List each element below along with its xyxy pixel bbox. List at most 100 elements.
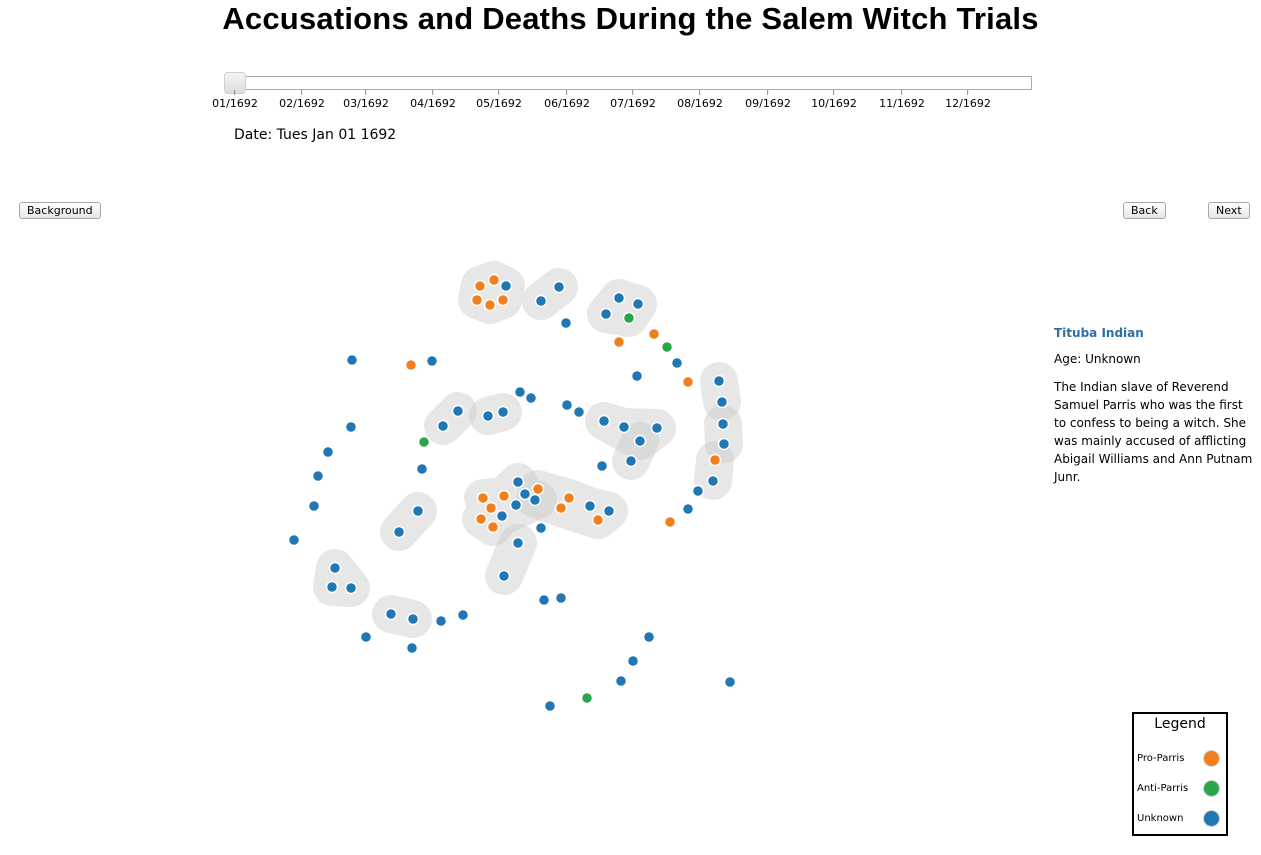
person-node[interactable] <box>325 580 339 594</box>
person-node[interactable] <box>417 435 431 449</box>
person-node[interactable] <box>405 641 419 655</box>
person-node[interactable] <box>562 491 576 505</box>
person-node[interactable] <box>345 353 359 367</box>
person-node[interactable] <box>307 499 321 513</box>
person-node[interactable] <box>708 453 722 467</box>
person-node[interactable] <box>497 489 511 503</box>
person-node[interactable] <box>681 375 695 389</box>
person-node[interactable] <box>481 409 495 423</box>
person-node[interactable] <box>633 434 647 448</box>
person-node[interactable] <box>691 484 705 498</box>
person-node[interactable] <box>321 445 335 459</box>
person-node[interactable] <box>595 459 609 473</box>
person-node[interactable] <box>715 395 729 409</box>
person-node[interactable] <box>415 462 429 476</box>
person-node[interactable] <box>591 513 605 527</box>
person-node[interactable] <box>647 327 661 341</box>
person-node[interactable] <box>411 504 425 518</box>
person-node[interactable] <box>663 515 677 529</box>
person-node[interactable] <box>723 675 737 689</box>
person-node[interactable] <box>554 501 568 515</box>
person-node[interactable] <box>534 521 548 535</box>
person-node[interactable] <box>531 482 545 496</box>
person-node[interactable] <box>456 608 470 622</box>
person-node[interactable] <box>384 607 398 621</box>
page-title: Accusations and Deaths During the Salem … <box>222 1 1039 36</box>
next-button[interactable]: Next <box>1208 202 1250 219</box>
person-node[interactable] <box>617 420 631 434</box>
person-node[interactable] <box>602 504 616 518</box>
person-node[interactable] <box>631 297 645 311</box>
person-node[interactable] <box>509 498 523 512</box>
person-node[interactable] <box>554 591 568 605</box>
person-node[interactable] <box>660 340 674 354</box>
slider-track[interactable] <box>224 76 1032 90</box>
person-node[interactable] <box>359 630 373 644</box>
legend-label: Pro-Parris <box>1137 753 1185 764</box>
person-node[interactable] <box>612 291 626 305</box>
person-node[interactable] <box>474 512 488 526</box>
person-node[interactable] <box>497 569 511 583</box>
timeline-slider[interactable]: 01/1692 02/1692 03/1692 04/1692 05/1692 … <box>200 70 1050 120</box>
person-node[interactable] <box>624 454 638 468</box>
person-node[interactable] <box>518 487 532 501</box>
person-node[interactable] <box>670 356 684 370</box>
person-node[interactable] <box>560 398 574 412</box>
person-node[interactable] <box>716 417 730 431</box>
person-node[interactable] <box>630 369 644 383</box>
person-node[interactable] <box>434 614 448 628</box>
person-node[interactable] <box>392 525 406 539</box>
person-node[interactable] <box>470 293 484 307</box>
person-node[interactable] <box>712 374 726 388</box>
person-node[interactable] <box>543 699 557 713</box>
person-node[interactable] <box>483 298 497 312</box>
person-node[interactable] <box>599 307 613 321</box>
person-node[interactable] <box>287 533 301 547</box>
person-node[interactable] <box>650 421 664 435</box>
person-node[interactable] <box>328 561 342 575</box>
person-node[interactable] <box>583 499 597 513</box>
person-node[interactable] <box>496 405 510 419</box>
person-node[interactable] <box>614 674 628 688</box>
person-node[interactable] <box>612 335 626 349</box>
person-node[interactable] <box>513 385 527 399</box>
person-node[interactable] <box>344 420 358 434</box>
person-node[interactable] <box>473 279 487 293</box>
person-node[interactable] <box>537 593 551 607</box>
person-node[interactable] <box>552 280 566 294</box>
person-node[interactable] <box>499 279 513 293</box>
person-node[interactable] <box>486 520 500 534</box>
person-node[interactable] <box>425 354 439 368</box>
person-node[interactable] <box>344 581 358 595</box>
person-node[interactable] <box>706 474 720 488</box>
person-node[interactable] <box>436 419 450 433</box>
person-node[interactable] <box>528 493 542 507</box>
person-node[interactable] <box>496 293 510 307</box>
person-node[interactable] <box>717 437 731 451</box>
person-node[interactable] <box>406 612 420 626</box>
legend-item-pro-parris: Pro-Parris <box>1137 750 1225 770</box>
background-button[interactable]: Background <box>19 202 101 219</box>
person-node[interactable] <box>484 501 498 515</box>
person-node[interactable] <box>495 509 509 523</box>
person-node[interactable] <box>511 536 525 550</box>
person-info-panel: Tituba Indian Age: Unknown The Indian sl… <box>1054 326 1254 486</box>
person-node[interactable] <box>580 691 594 705</box>
person-node[interactable] <box>511 475 525 489</box>
person-node[interactable] <box>622 311 636 325</box>
person-node[interactable] <box>572 405 586 419</box>
person-node[interactable] <box>681 502 695 516</box>
person-node[interactable] <box>534 294 548 308</box>
person-node[interactable] <box>642 630 656 644</box>
person-node[interactable] <box>311 469 325 483</box>
person-node[interactable] <box>524 391 538 405</box>
person-node[interactable] <box>487 273 501 287</box>
person-node[interactable] <box>626 654 640 668</box>
person-node[interactable] <box>559 316 573 330</box>
person-node[interactable] <box>404 358 418 372</box>
person-node[interactable] <box>476 491 490 505</box>
person-node[interactable] <box>597 414 611 428</box>
back-button[interactable]: Back <box>1123 202 1166 219</box>
tick-label: 09/1692 <box>745 90 791 110</box>
person-node[interactable] <box>451 404 465 418</box>
